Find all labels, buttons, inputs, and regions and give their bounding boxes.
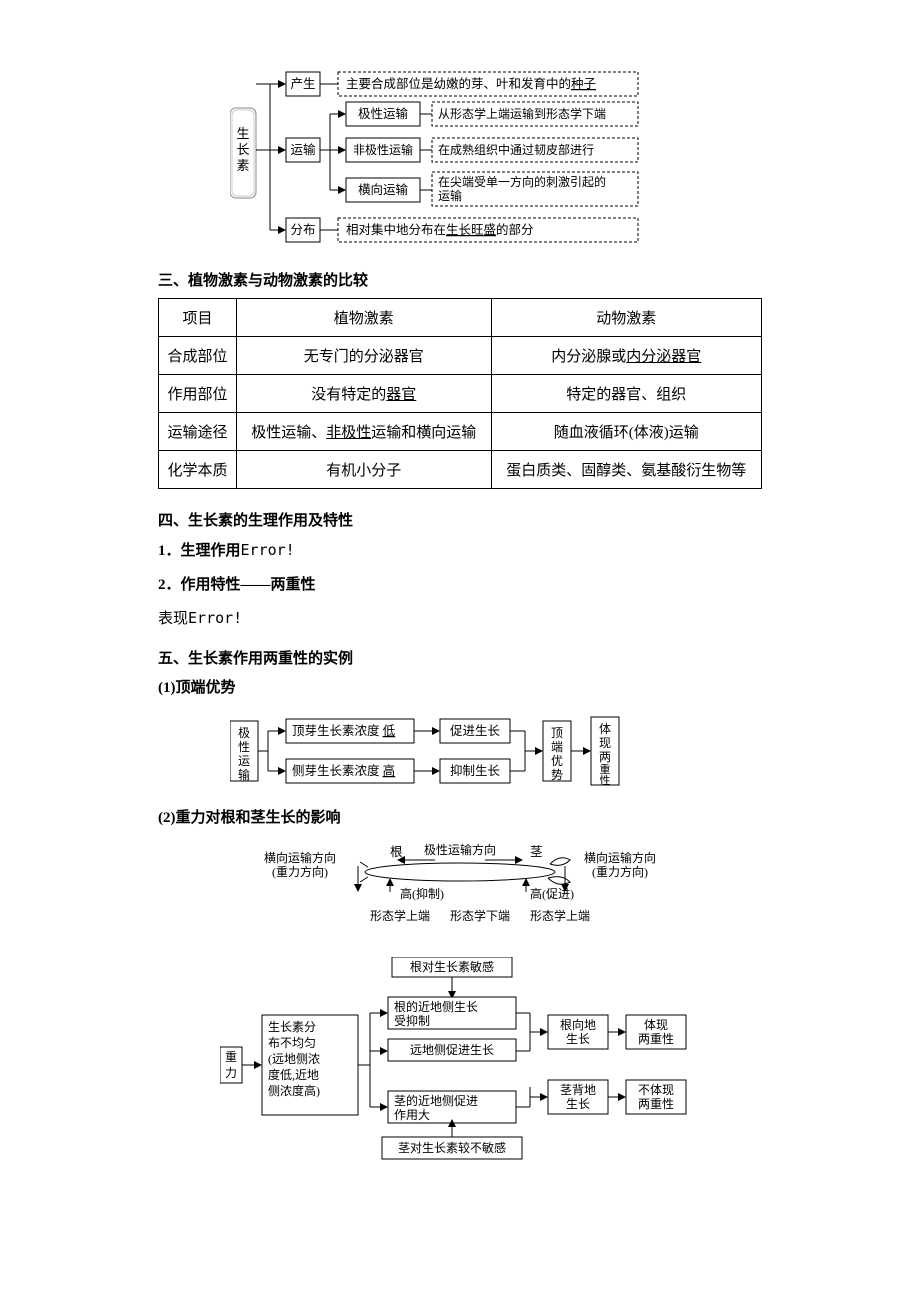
svg-text:度低,近地: 度低,近地 — [268, 1067, 319, 1082]
th-1: 植物激素 — [237, 299, 491, 337]
d3-bot: 茎对生长素较不敏感 — [398, 1140, 506, 1155]
svg-text:生长素分: 生长素分 — [268, 1020, 316, 1034]
r3c2: 随血液循环(体液)运输 — [491, 413, 761, 451]
svg-text:力: 力 — [225, 1066, 237, 1080]
d1-r2-label: 运输 — [290, 142, 316, 157]
morph-m: 形态学下端 — [450, 908, 510, 923]
svg-text:受抑制: 受抑制 — [394, 1013, 430, 1028]
sec4-title: 四、生长素的生理作用及特性 — [158, 509, 762, 530]
morph-l: 形态学上端 — [370, 908, 430, 923]
svg-text:端: 端 — [551, 740, 563, 754]
hi-pro: 高(促进) — [530, 886, 574, 901]
d1-root-3: 素 — [236, 158, 249, 173]
th-2: 动物激素 — [491, 299, 761, 337]
sec5-title: 五、生长素作用两重性的实例 — [158, 647, 762, 668]
svg-text:性: 性 — [238, 740, 250, 754]
comparison-table: 项目 植物激素 动物激素 合成部位 无专门的分泌器官 内分泌腺或内分泌器官 作用… — [158, 298, 762, 489]
svg-text:性: 性 — [600, 773, 611, 787]
svg-text:生长: 生长 — [566, 1097, 590, 1111]
txt-stem: 茎 — [530, 845, 543, 859]
svg-text:输: 输 — [238, 767, 250, 782]
r4c0: 化学本质 — [159, 451, 237, 489]
sec4-line3: 表现Error! — [158, 606, 762, 633]
d-bot-b: 抑制生长 — [450, 763, 501, 778]
svg-text:(远地侧浓: (远地侧浓 — [268, 1052, 320, 1066]
txt-polar: 极性运输方向 — [424, 842, 496, 857]
r4c1: 有机小分子 — [237, 451, 491, 489]
svg-text:茎背地: 茎背地 — [560, 1083, 596, 1097]
sec5-sub1: (1)顶端优势 — [158, 676, 762, 702]
svg-text:两重性: 两重性 — [638, 1097, 674, 1111]
th-0: 项目 — [159, 299, 237, 337]
d1-r2c2-sub: 横向运输 — [358, 182, 409, 197]
d1-r2c0-d: 从形态学上端运输到形态学下端 — [438, 106, 606, 121]
d1-root-1: 生 — [236, 126, 249, 141]
svg-text:布不均匀: 布不均匀 — [268, 1036, 316, 1050]
lab-l2: (重力方向) — [272, 864, 328, 879]
d1-r2c1-sub: 非极性运输 — [353, 142, 413, 157]
svg-text:现: 现 — [599, 736, 611, 750]
sec3-title: 三、植物激素与动物激素的比较 — [158, 269, 762, 290]
r1c0: 合成部位 — [159, 337, 237, 375]
d1-r2c1-d: 在成熟组织中通过韧皮部进行 — [438, 142, 594, 157]
svg-text:两重性: 两重性 — [638, 1032, 674, 1046]
r2c2: 特定的器官、组织 — [491, 375, 761, 413]
d1-r1-desc: 主要合成部位是幼嫩的芽、叶和发育中的种子 — [346, 76, 596, 91]
svg-text:极: 极 — [238, 726, 250, 740]
r3c0: 运输途径 — [159, 413, 237, 451]
d1-r2c2-d2: 运输 — [438, 188, 462, 203]
svg-text:侧浓度高): 侧浓度高) — [268, 1083, 320, 1098]
d3-top: 根对生长素敏感 — [410, 959, 494, 974]
svg-text:两: 两 — [599, 750, 611, 764]
svg-text:体: 体 — [599, 722, 611, 736]
svg-text:重: 重 — [600, 762, 611, 776]
diagram-gravity-plant: 横向运输方向 (重力方向) 横向运输方向 (重力方向) 根 极性运输方向 茎 高… — [158, 842, 762, 947]
svg-text:不体现: 不体现 — [638, 1083, 674, 1097]
r1c2: 内分泌腺或内分泌器官 — [491, 337, 761, 375]
lab-r1: 横向运输方向 — [584, 850, 656, 865]
d1-r2c2-d1: 在尖端受单一方向的刺激引起的 — [438, 174, 606, 189]
svg-text:体现: 体现 — [644, 1018, 668, 1032]
d3-r2a: 远地侧促进生长 — [410, 1043, 494, 1057]
morph-r: 形态学上端 — [530, 908, 590, 923]
r2c0: 作用部位 — [159, 375, 237, 413]
d-top-b: 促进生长 — [450, 724, 501, 738]
txt-root: 根 — [390, 845, 403, 859]
sec4-line2: 2．作用特性——两重性 — [158, 573, 762, 599]
r1c1: 无专门的分泌器官 — [237, 337, 491, 375]
d-bot-a: 侧芽生长素浓度 高 — [292, 763, 395, 778]
svg-text:势: 势 — [551, 768, 563, 782]
diagram-apical-dominance: 极 性 运 输 顶芽生长素浓度 低 促进生长 侧芽生长素浓度 高 抑制生长 — [158, 711, 762, 796]
r2c1: 没有特定的器官 — [237, 375, 491, 413]
d1-r3-label: 分布 — [290, 223, 315, 237]
d1-r1-label: 产生 — [290, 77, 315, 91]
svg-text:茎的近地侧促进: 茎的近地侧促进 — [394, 1093, 478, 1108]
d-top-a: 顶芽生长素浓度 低 — [292, 723, 396, 738]
svg-text:根的近地侧生长: 根的近地侧生长 — [394, 999, 478, 1014]
d1-r3-desc: 相对集中地分布在生长旺盛的部分 — [346, 222, 534, 237]
lab-l1: 横向运输方向 — [264, 850, 336, 865]
sec5-sub2: (2)重力对根和茎生长的影响 — [158, 806, 762, 832]
d1-r2c0-sub: 极性运输 — [358, 106, 409, 121]
lab-r2: (重力方向) — [592, 864, 648, 879]
svg-text:运: 运 — [238, 754, 250, 768]
svg-text:根向地: 根向地 — [560, 1017, 596, 1032]
svg-text:优: 优 — [551, 754, 563, 768]
d1-root-2: 长 — [236, 142, 249, 157]
diagram-gravity-flow: 根对生长素敏感 重 力 生长素分 布不均匀 (远地侧浓 度低,近地 侧浓度高) … — [158, 957, 762, 1172]
svg-text:生长: 生长 — [566, 1032, 590, 1046]
svg-text:顶: 顶 — [551, 726, 563, 740]
hi-inh: 高(抑制) — [400, 886, 444, 901]
diagram-auxin-overview: 生 长 素 产生 主要合成部位是幼嫩的芽、叶和发育中的种子 运输 极性运输 — [158, 70, 762, 255]
r4c2: 蛋白质类、固醇类、氨基酸衍生物等 — [491, 451, 761, 489]
r3c1: 极性运输、非极性运输和横向运输 — [237, 413, 491, 451]
svg-text:重: 重 — [225, 1050, 237, 1064]
svg-text:作用大: 作用大 — [394, 1108, 430, 1122]
sec4-line1: 1．生理作用Error! — [158, 538, 762, 565]
